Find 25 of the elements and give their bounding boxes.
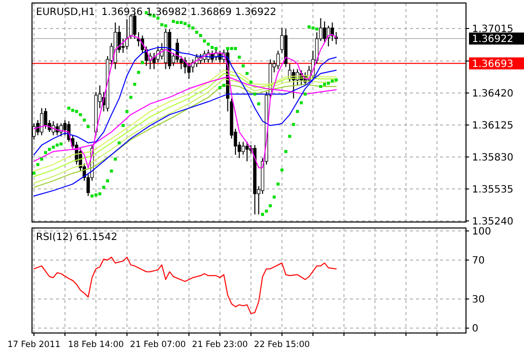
y-tick-label: 30 [472,294,485,306]
candlestick [330,22,334,42]
y-tick-label: 1.35535 [472,184,514,196]
x-tick-label: 21 Feb 23:00 [192,340,248,350]
y-tick-label: 1.36125 [472,120,514,132]
y-tick-label: 1.35830 [472,152,514,164]
candlestick [63,120,67,136]
candlestick [40,108,44,136]
y-tick-label: 1.36420 [472,88,514,100]
chart-title: RSI(12) 61.1542 [36,232,118,243]
y-tick-label: 1.37015 [472,24,514,35]
chart-title: EURUSD,H1 1.36936 1.36982 1.36869 1.36922 [36,7,276,18]
x-tick-label: 22 Feb 15:00 [254,340,310,350]
y-tick-label: 1.35240 [472,216,514,228]
ref-line-label: 1.36693 [472,58,514,70]
line-series [33,256,337,314]
x-tick-label: 18 Feb 14:00 [68,340,124,350]
x-tick-label: 17 Feb 2011 [7,340,60,350]
y-tick-label: 100 [472,226,492,238]
y-tick-label: 70 [472,256,485,267]
ref-line-label: 1.36922 [472,34,514,46]
x-tick-label: 21 Feb 07:00 [130,340,186,350]
candlestick [276,50,280,70]
candlestick [322,20,326,44]
y-tick-label: 0 [472,324,478,335]
